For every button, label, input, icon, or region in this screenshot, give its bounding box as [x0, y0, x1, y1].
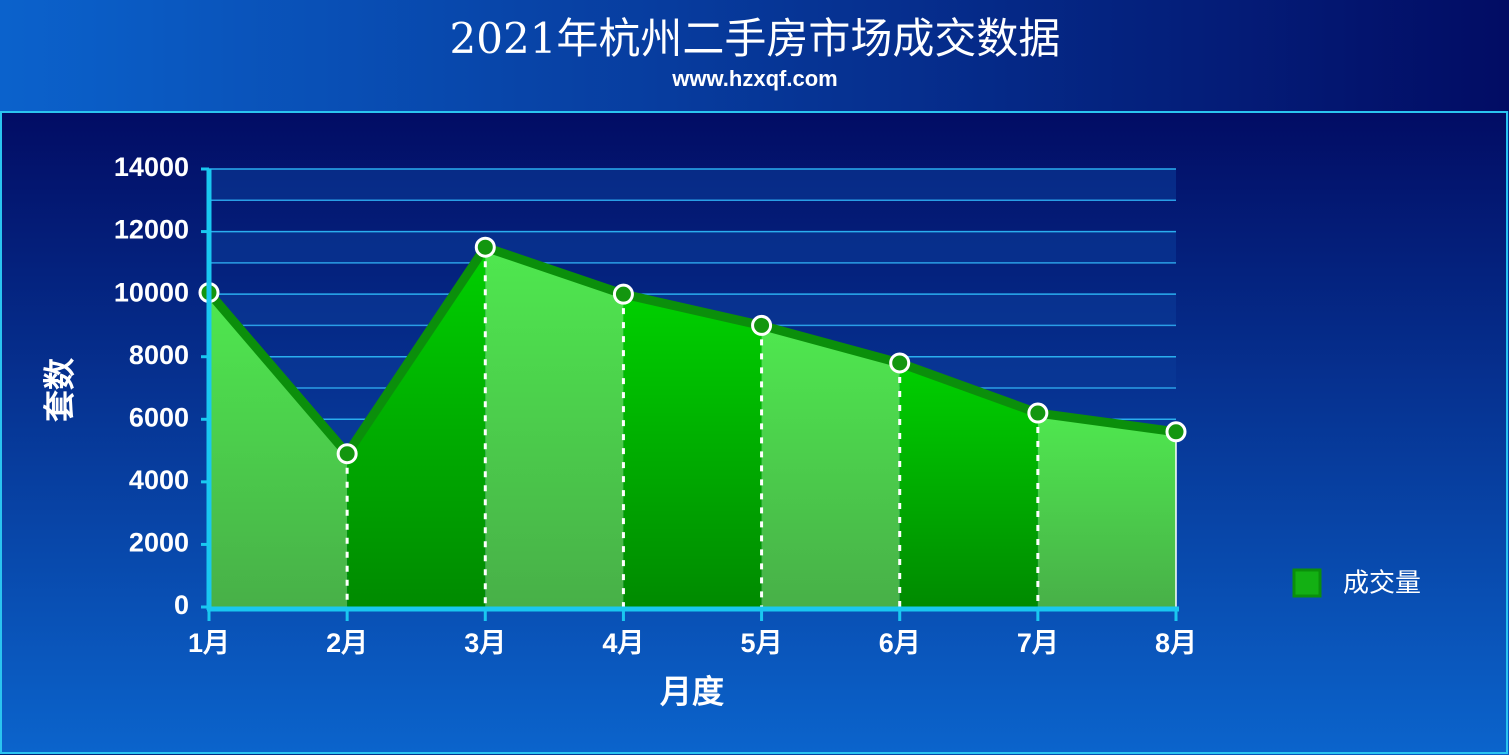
data-point [751, 314, 773, 336]
y-tick-label: 2000 [129, 528, 189, 558]
chart-subtitle: www.hzxqf.com [671, 66, 837, 91]
x-tick-label: 2月 [326, 628, 368, 658]
series-line [205, 242, 1177, 459]
y-axis-label: 套数 [41, 357, 79, 422]
area-segment [485, 247, 624, 607]
area-segment [347, 247, 486, 607]
x-tick-label: 7月 [1017, 628, 1059, 658]
y-tick-label: 0 [174, 590, 189, 620]
legend-swatch [1292, 568, 1322, 598]
x-tick-label: 8月 [1155, 628, 1197, 658]
x-tick-label: 3月 [464, 628, 506, 658]
data-point [1027, 402, 1049, 424]
area-segment [1037, 413, 1176, 607]
y-tick-label: 12000 [114, 215, 189, 245]
area-segment [623, 294, 762, 607]
data-point [889, 352, 911, 374]
y-tick-label: 4000 [129, 465, 189, 495]
x-tick-label: 1月 [188, 628, 230, 658]
data-point [1165, 421, 1187, 443]
chart-title: 2021年杭州二手房市场成交数据 [450, 14, 1061, 63]
y-tick-label: 6000 [129, 402, 189, 432]
grid-band [209, 169, 1176, 201]
grid-band [209, 231, 1176, 263]
y-tick-label: 8000 [129, 340, 189, 370]
legend-label: 成交量 [1343, 569, 1421, 599]
y-tick-label: 14000 [114, 152, 189, 182]
data-point [612, 283, 634, 305]
x-axis-label: 月度 [660, 673, 724, 711]
x-tick-label: 6月 [879, 628, 921, 658]
data-point [336, 443, 358, 465]
area-segment [899, 362, 1038, 607]
area-segment [761, 325, 900, 607]
area-segment [209, 292, 348, 607]
header [0, 0, 1509, 111]
x-tick-label: 5月 [741, 628, 783, 658]
x-tick-label: 4月 [602, 628, 644, 658]
y-tick-label: 10000 [114, 277, 189, 307]
data-point [474, 236, 496, 258]
